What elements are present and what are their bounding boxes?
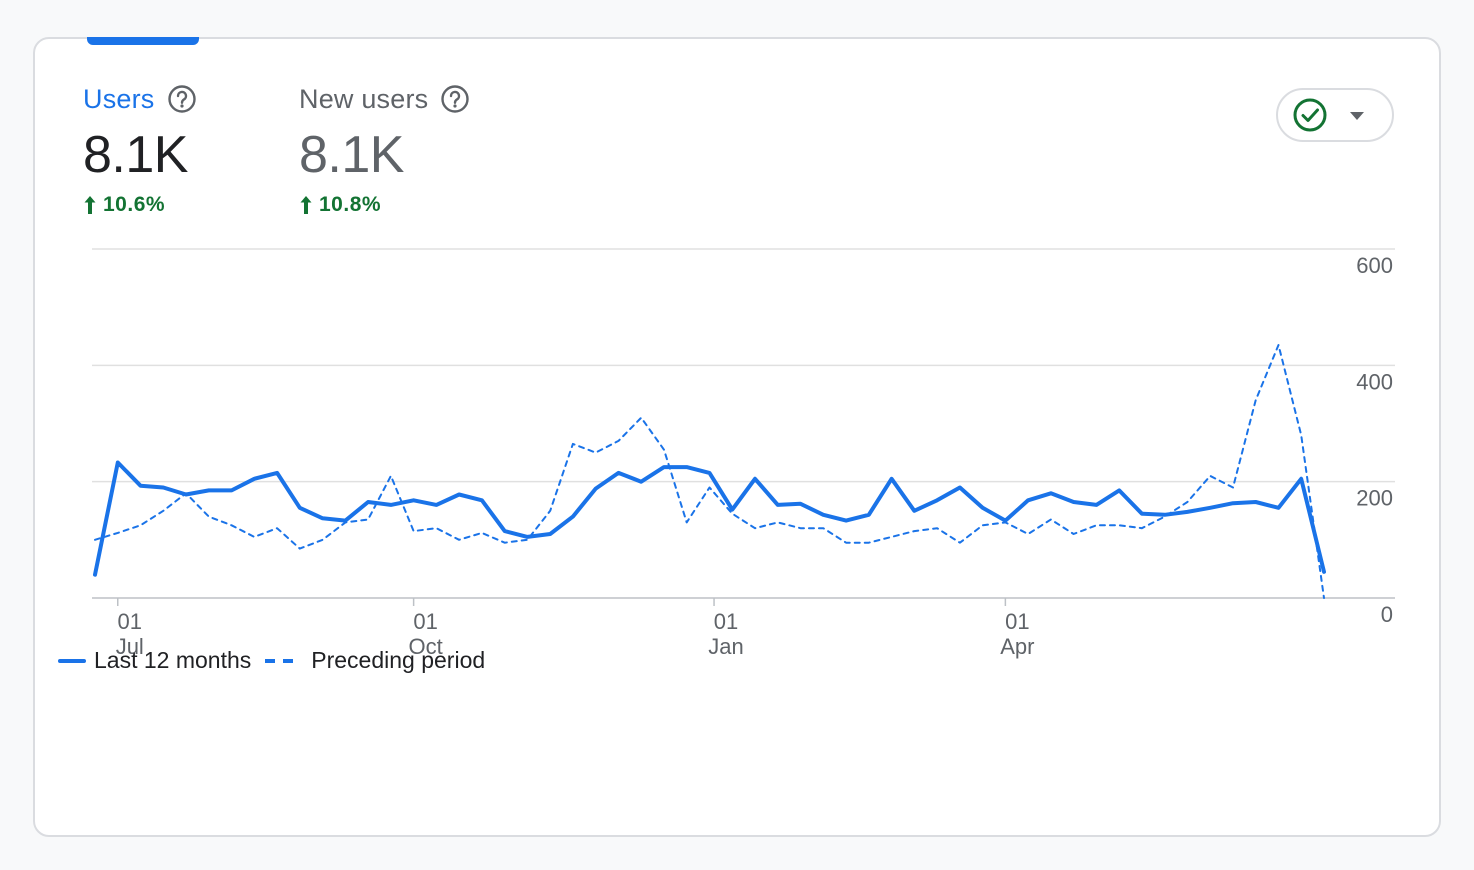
metric-tab-new-users[interactable]: New users 8.1K 10.8% — [299, 81, 470, 217]
users-overview-card: Users 8.1K 10.6% New users — [33, 37, 1441, 837]
metric-delta-new-users-value: 10.8% — [319, 193, 382, 216]
metric-header: Users — [83, 81, 197, 117]
legend-label-previous: Preceding period — [311, 647, 486, 673]
metric-tab-users[interactable]: Users 8.1K 10.6% — [83, 81, 197, 217]
help-circle-icon[interactable] — [167, 84, 197, 114]
arrow-up-icon — [83, 195, 97, 215]
compare-dropdown-button[interactable] — [1276, 88, 1394, 142]
metric-label-users: Users — [83, 83, 155, 114]
caret-down-icon — [1348, 109, 1366, 121]
metric-delta-users: 10.6% — [83, 193, 197, 217]
arrow-up-icon — [299, 195, 313, 215]
legend-swatch-dashed — [265, 658, 304, 663]
metric-delta-users-value: 10.6% — [103, 193, 166, 216]
help-circle-icon[interactable] — [440, 84, 470, 114]
check-circle-icon — [1292, 97, 1328, 133]
chart-legend: Last 12 months Preceding period — [58, 647, 499, 674]
metric-header: New users — [299, 81, 470, 117]
legend-swatch-solid — [58, 658, 86, 663]
legend-item-current[interactable]: Last 12 months — [58, 647, 251, 674]
metric-value-users: 8.1K — [83, 126, 188, 184]
active-tab-indicator — [87, 37, 199, 45]
metric-value-new-users: 8.1K — [299, 126, 404, 184]
legend-label-current: Last 12 months — [94, 647, 252, 673]
legend-item-previous[interactable]: Preceding period — [265, 647, 485, 674]
metric-label-new-users: New users — [299, 83, 429, 114]
metric-delta-new-users: 10.8% — [299, 193, 470, 217]
